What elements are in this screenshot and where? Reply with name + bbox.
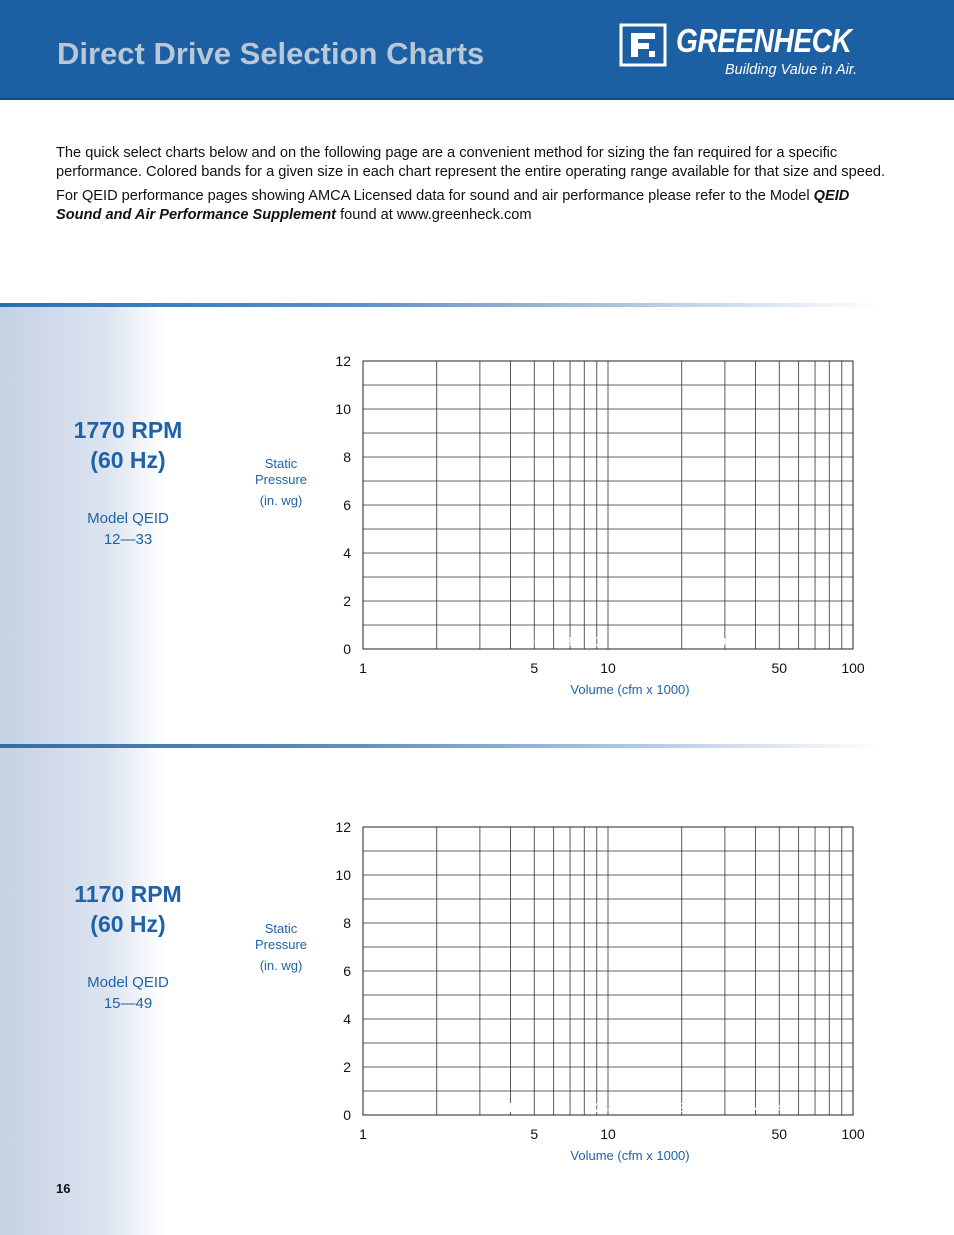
x-tick-label: 1	[359, 660, 367, 676]
rpm-heading: 1170 RPM (60 Hz)	[56, 879, 200, 939]
page-header: Direct Drive Selection Charts GREENHECK …	[0, 0, 954, 100]
band-label: 15	[451, 1100, 465, 1115]
y-tick-label: 6	[343, 497, 351, 513]
model-sizes: 15—49	[103, 995, 153, 1012]
y-axis-label-line: Pressure	[254, 472, 308, 487]
intro-paragraph-2: For QEID performance pages showing AMCA …	[56, 187, 886, 224]
y-tick-label: 0	[343, 1107, 351, 1123]
x-tick-label: 100	[841, 660, 865, 676]
y-tick-label: 2	[343, 593, 351, 609]
greenheck-logo-mark-icon	[619, 23, 667, 67]
x-tick-label: 10	[600, 1126, 616, 1142]
y-tick-label: 10	[335, 401, 351, 417]
y-axis-label: Static Pressure (in. wg)	[240, 456, 322, 509]
page-title: Direct Drive Selection Charts	[57, 36, 485, 71]
logo-tagline: Building Value in Air.	[725, 62, 858, 78]
y-tick-label: 4	[343, 545, 351, 561]
y-tick-label: 2	[343, 1059, 351, 1075]
model-range: Model QEID 12—33	[56, 508, 200, 550]
band-label: 49	[777, 1100, 791, 1115]
x-tick-label: 1	[359, 1126, 367, 1142]
x-tick-label: 50	[771, 660, 787, 676]
side-panel	[0, 307, 165, 744]
rpm-heading: 1770 RPM (60 Hz)	[56, 415, 200, 475]
section-divider	[0, 303, 880, 307]
supplement-title: QEID Sound and Air Performance Supplemen…	[56, 188, 850, 223]
x-axis-label: Volume (cfm x 1000)	[570, 682, 689, 697]
band-label: 18	[507, 1100, 521, 1115]
y-axis-unit: (in. wg)	[259, 493, 303, 508]
y-axis-label: Static Pressure (in. wg)	[240, 921, 322, 974]
band-label: 16	[481, 1100, 495, 1115]
y-tick-label: 8	[343, 915, 351, 931]
frequency-value: (60 Hz)	[90, 447, 166, 473]
band-label: 18	[558, 634, 572, 649]
band-label: 27	[683, 634, 697, 649]
intro-paragraph-1: The quick select charts below and on the…	[56, 145, 886, 180]
intro-paragraph-2-prefix: For QEID performance pages showing AMCA …	[56, 188, 814, 205]
band-label: 30	[652, 1100, 666, 1115]
y-tick-label: 6	[343, 963, 351, 979]
logo-wordmark: GREENHECK	[676, 22, 852, 59]
band-label: 24	[595, 1100, 609, 1115]
greenheck-logo: GREENHECK Building Value in Air.	[619, 18, 869, 80]
x-axis-label: Volume (cfm x 1000)	[570, 1148, 689, 1163]
x-tick-label: 50	[771, 1126, 787, 1142]
y-axis-label-line: Static	[264, 921, 298, 936]
band-label: 36	[703, 1100, 717, 1115]
x-tick-label: 5	[530, 660, 538, 676]
y-axis-label-line: Pressure	[254, 937, 308, 952]
band-label: 24	[650, 634, 664, 649]
x-tick-label: 10	[600, 660, 616, 676]
x-tick-label: 5	[530, 1126, 538, 1142]
model-label: Model QEID	[87, 510, 169, 527]
x-tick-label: 100	[841, 1126, 865, 1142]
y-axis-label-line: Static	[264, 456, 298, 471]
plot-border	[362, 360, 854, 650]
band-label: 16	[526, 634, 540, 649]
band-label: 30	[712, 634, 726, 649]
band-label: 44	[754, 1100, 768, 1115]
rpm-value: 1770 RPM	[73, 417, 183, 443]
intro-text: The quick select charts below and on the…	[56, 144, 886, 230]
band-label: 33	[730, 634, 744, 649]
y-axis-unit: (in. wg)	[259, 958, 303, 973]
band-label: 22	[563, 1100, 577, 1115]
page-number: 16	[56, 1181, 71, 1196]
y-tick-label: 0	[343, 641, 351, 657]
band-label: 15	[493, 634, 507, 649]
band-label: 22	[617, 634, 631, 649]
frequency-value: (60 Hz)	[90, 911, 166, 937]
y-tick-label: 8	[343, 449, 351, 465]
side-panel	[0, 748, 165, 1235]
y-tick-label: 10	[335, 867, 351, 883]
model-sizes: 12—33	[103, 531, 153, 548]
band-label: 20	[535, 1100, 549, 1115]
y-tick-label: 12	[335, 353, 351, 369]
model-range: Model QEID 15—49	[56, 972, 200, 1014]
model-label: Model QEID	[87, 974, 169, 991]
band-label: 40	[730, 1100, 744, 1115]
band-label: 33	[678, 1100, 692, 1115]
section-divider	[0, 744, 880, 748]
y-tick-label: 4	[343, 1011, 351, 1027]
plot-border	[362, 826, 854, 1116]
band-label: 27	[625, 1100, 639, 1115]
rpm-value: 1170 RPM	[74, 881, 182, 907]
intro-paragraph-2-suffix: found at www.greenheck.com	[336, 206, 532, 223]
band-label: 20	[587, 634, 601, 649]
y-tick-label: 12	[335, 819, 351, 835]
band-label: 12	[443, 634, 457, 649]
